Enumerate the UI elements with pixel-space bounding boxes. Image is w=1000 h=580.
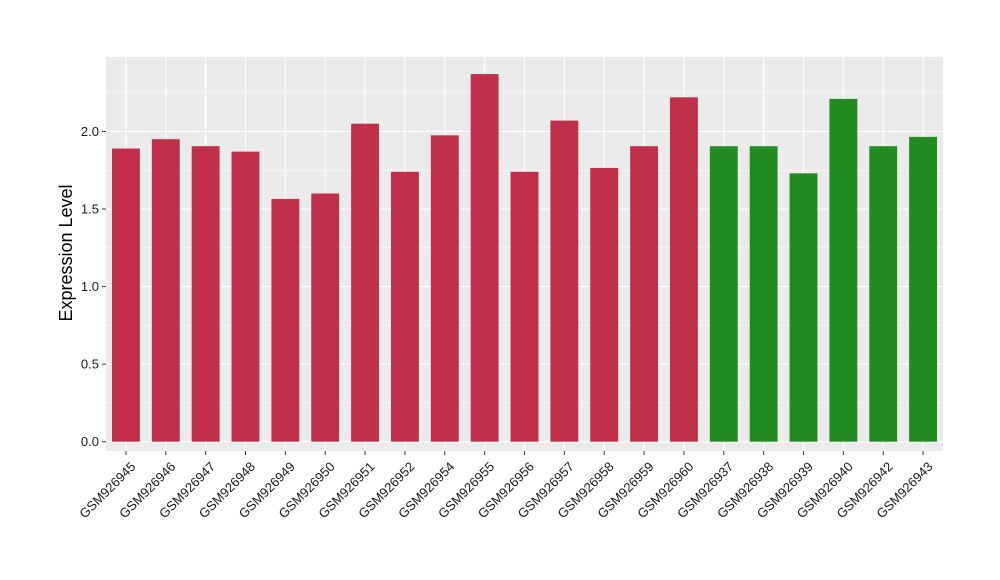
x-axis-ticks: GSM926945GSM926946GSM926947GSM926948GSM9… (76, 451, 936, 521)
bar-GSM926954 (430, 135, 459, 442)
bar-GSM926942 (869, 146, 898, 442)
bar-GSM926957 (550, 120, 579, 442)
y-tick-label: 1.0 (81, 279, 99, 294)
bar-GSM926939 (789, 173, 818, 442)
y-axis-title: Expression Level (56, 184, 76, 321)
bar-GSM926958 (590, 167, 619, 442)
bar-GSM926938 (749, 146, 778, 442)
bar-GSM926937 (709, 146, 738, 442)
bars (111, 74, 938, 442)
bar-GSM926948 (231, 151, 260, 442)
y-axis-ticks: 0.0 0.5 1.0 1.5 2.0 (81, 124, 106, 449)
y-tick-label: 0.0 (81, 434, 99, 449)
bar-GSM926947 (191, 146, 220, 442)
bar-GSM926943 (909, 136, 938, 442)
bar-GSM926956 (510, 171, 539, 442)
y-tick-label: 1.5 (81, 202, 99, 217)
bar-GSM926951 (351, 123, 380, 442)
bar-GSM926950 (311, 193, 340, 442)
bar-GSM926945 (111, 148, 140, 442)
y-tick-label: 2.0 (81, 124, 99, 139)
bar-GSM926955 (470, 74, 499, 442)
y-tick-label: 0.5 (81, 357, 99, 372)
bar-GSM926949 (271, 198, 300, 442)
bar-GSM926940 (829, 98, 858, 442)
bar-GSM926960 (669, 97, 698, 442)
bar-GSM926946 (151, 139, 180, 442)
bar-GSM926959 (630, 146, 659, 442)
bar-GSM926952 (390, 171, 419, 442)
